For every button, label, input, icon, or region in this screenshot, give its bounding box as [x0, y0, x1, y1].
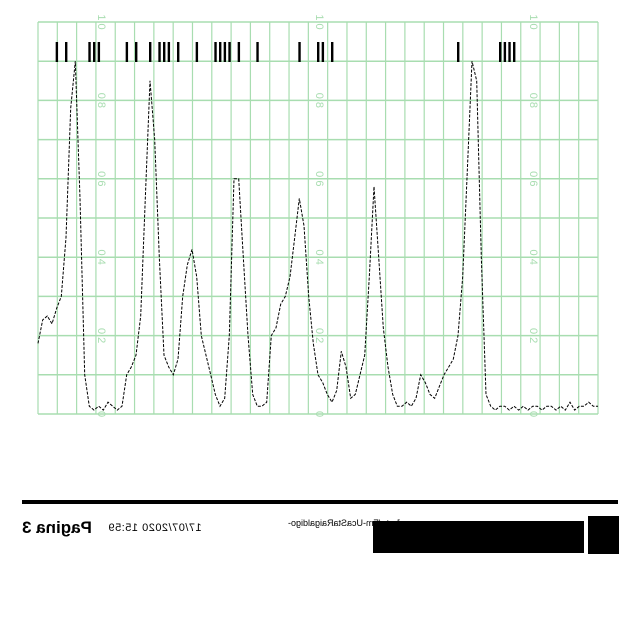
event-tick [331, 42, 334, 62]
y-tick-label: 0 [313, 411, 325, 417]
event-tick [503, 42, 507, 62]
event-tick [195, 42, 199, 62]
event-tick [158, 42, 161, 62]
y-tick-labels: 0 0.2 0.4 0.6 0.8 1.0 0 0.2 0.4 0.6 0.8 1.0 0 0.2 0.4 0… [95, 14, 539, 417]
y-tick-label: 0.2 [95, 328, 107, 343]
event-tick [219, 42, 222, 62]
event-tick [321, 42, 325, 62]
event-tick [317, 42, 320, 62]
line-chart: 0 0.2 0.4 0.6 0.8 1.0 0 0.2 0.4 0.6 0.8 1.0 0 0.2 0.4 0… [37, 14, 599, 417]
y-tick-label: 1.0 [527, 14, 539, 29]
y-tick-label: 0.6 [313, 171, 325, 186]
y-tick-label: 0.8 [313, 93, 325, 108]
event-tick [256, 42, 259, 62]
event-tick [228, 42, 231, 62]
y-tick-label: 0.8 [95, 93, 107, 108]
event-tick [93, 42, 96, 62]
y-tick-label: 1.0 [95, 14, 107, 29]
y-tick-label: 1.0 [313, 14, 325, 29]
event-tick [163, 42, 166, 62]
y-tick-label: 0.6 [95, 171, 107, 186]
y-tick-label: 0.4 [95, 250, 107, 265]
event-tick [214, 42, 217, 62]
y-tick-label: 0.4 [527, 250, 539, 265]
event-tick [508, 42, 511, 62]
event-tick [237, 42, 241, 62]
event-ticks [55, 42, 516, 62]
y-tick-label: 0.2 [527, 328, 539, 343]
event-tick [223, 42, 227, 62]
y-tick-label: 0.4 [313, 250, 325, 265]
event-tick [167, 42, 171, 62]
redaction-block [373, 521, 584, 553]
event-tick [149, 42, 152, 62]
series-polyline [37, 61, 598, 411]
event-tick [298, 42, 301, 62]
event-tick [88, 42, 91, 62]
y-tick-label: 0 [527, 411, 539, 417]
event-tick [457, 42, 460, 62]
event-tick [65, 42, 68, 62]
redaction-block-small [588, 516, 619, 554]
event-tick [55, 42, 59, 62]
y-tick-label: 0.6 [527, 171, 539, 186]
event-tick [135, 42, 138, 62]
y-tick-label: 0.2 [313, 328, 325, 343]
y-tick-label: 0 [95, 411, 107, 417]
event-tick [97, 42, 101, 62]
page-number: Pagina 3 [22, 518, 92, 537]
event-tick [499, 42, 502, 62]
chart-grid [37, 21, 599, 415]
event-tick [125, 42, 129, 62]
series-line [37, 61, 598, 411]
event-tick [513, 42, 516, 62]
y-tick-label: 0.8 [527, 93, 539, 108]
event-tick [177, 42, 180, 62]
footer-rule [22, 500, 618, 504]
print-date: 17/07/2020 15:59 [108, 522, 202, 534]
